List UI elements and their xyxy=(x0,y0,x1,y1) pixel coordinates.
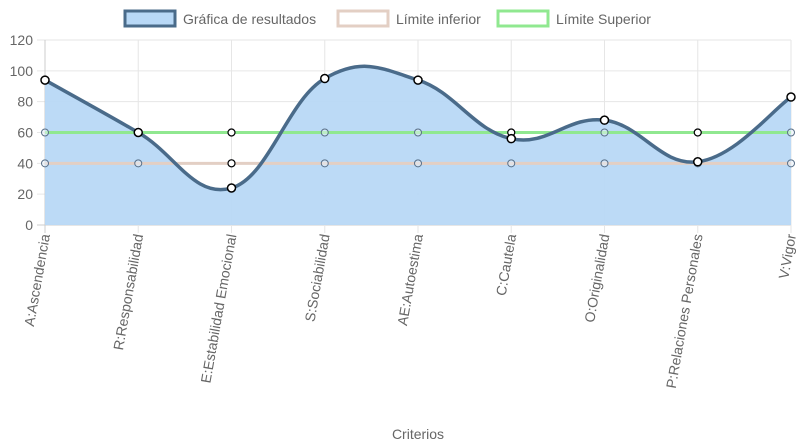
x-tick-label-1: R:Responsabilidad xyxy=(110,233,146,352)
y-tick-label-6: 120 xyxy=(10,32,34,48)
x-tick-label-3: S:Sociabilidad xyxy=(302,233,333,323)
series-2-point-front-7[interactable] xyxy=(693,128,702,137)
series-0-point-3[interactable] xyxy=(320,73,330,84)
series-2-point-4[interactable] xyxy=(414,128,422,137)
series-1-point-1[interactable] xyxy=(134,159,143,168)
x-tick-label-6: O:Originalidad xyxy=(581,233,612,324)
series-1-point-4[interactable] xyxy=(414,159,422,168)
series-1-point-8[interactable] xyxy=(787,159,795,168)
series-0-point-4[interactable] xyxy=(413,75,423,85)
y-tick-label-0: 0 xyxy=(25,217,33,233)
series-1-point-3[interactable] xyxy=(320,159,329,168)
y-tick-label-1: 20 xyxy=(17,186,33,202)
y-tick-label-3: 60 xyxy=(17,125,33,141)
series-1-point-5[interactable] xyxy=(507,159,516,168)
series-0-point-2[interactable] xyxy=(226,183,237,193)
series-1-point-6[interactable] xyxy=(600,159,609,168)
series-0-point-1[interactable] xyxy=(133,127,143,138)
legend-label-0[interactable]: Gráfica de resultados xyxy=(183,11,316,27)
legend-swatch-0[interactable] xyxy=(123,9,177,28)
series-1-point-front-2[interactable] xyxy=(227,159,236,168)
y-tick-label-2: 40 xyxy=(17,155,33,171)
series-2-point-8[interactable] xyxy=(787,128,795,137)
series-0-point-7[interactable] xyxy=(693,157,703,167)
x-axis-title: Criterios xyxy=(392,426,444,442)
legend-swatch-1[interactable] xyxy=(336,9,390,28)
series-layer xyxy=(40,64,796,225)
legend-label-2[interactable]: Límite Superior xyxy=(556,11,651,27)
x-tick-label-0: A:Ascendencia xyxy=(21,233,53,328)
series-0-line xyxy=(44,64,793,192)
series-2-point-0[interactable] xyxy=(41,128,49,137)
y-tick-label-4: 80 xyxy=(17,94,33,110)
series-0-point-0[interactable] xyxy=(40,75,50,85)
legend-label-1[interactable]: Límite inferior xyxy=(396,11,481,27)
x-tick-label-7: P:Relaciones Personales xyxy=(663,233,706,390)
y-tick-label-5: 100 xyxy=(10,63,34,79)
series-2-point-6[interactable] xyxy=(600,128,609,137)
x-tick-label-8: V:Vigor xyxy=(775,232,796,280)
legend-swatch-2[interactable] xyxy=(496,9,550,28)
series-1-point-0[interactable] xyxy=(41,159,49,168)
series-2-point-front-2[interactable] xyxy=(227,128,236,137)
x-axis-ticks: A:Ascendencia R:Responsabilidad E:Estabili… xyxy=(21,232,796,389)
series-0-area xyxy=(45,66,791,225)
x-tick-label-5: C:Cautela xyxy=(493,233,520,297)
series-2-point-3[interactable] xyxy=(320,128,329,137)
y-axis-ticks: 0 20 40 60 80 100 120 xyxy=(10,32,34,233)
x-tick-label-2: E:Estabilidad Emocional xyxy=(197,233,239,384)
series-0-point-8[interactable] xyxy=(786,92,796,102)
series-0-point-6[interactable] xyxy=(599,115,610,125)
series-0-point-5[interactable] xyxy=(506,133,516,144)
x-tick-label-4: AE:Autoestima xyxy=(394,233,426,327)
legend: Gráfica de resultados Límite inferior Lími… xyxy=(123,9,651,28)
